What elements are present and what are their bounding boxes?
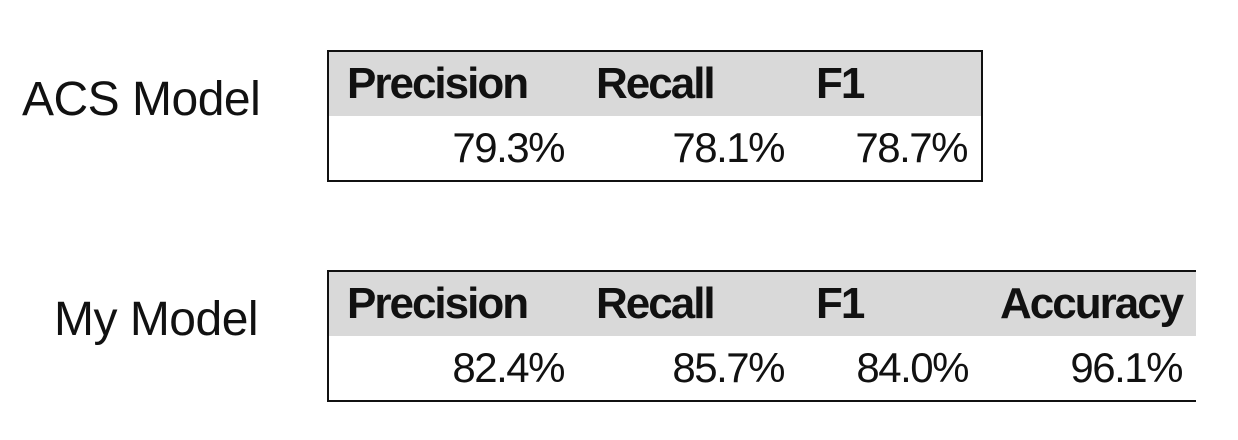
acs-value-precision: 79.3%	[328, 116, 578, 181]
my-header-f1: F1	[798, 271, 982, 336]
acs-value-row: 79.3% 78.1% 78.7%	[328, 116, 982, 181]
acs-header-recall: Recall	[578, 51, 798, 116]
acs-header-f1: F1	[798, 51, 982, 116]
my-value-recall: 85.7%	[578, 336, 798, 401]
acs-header-precision: Precision	[328, 51, 578, 116]
acs-model-label: ACS Model	[22, 73, 261, 126]
acs-header-row: Precision Recall F1	[328, 51, 982, 116]
my-header-recall: Recall	[578, 271, 798, 336]
my-value-f1: 84.0%	[798, 336, 982, 401]
my-value-row: 82.4% 85.7% 84.0% 96.1%	[328, 336, 1196, 401]
my-header-row: Precision Recall F1 Accuracy	[328, 271, 1196, 336]
my-header-accuracy: Accuracy	[982, 271, 1196, 336]
my-value-accuracy: 96.1%	[982, 336, 1196, 401]
my-header-precision: Precision	[328, 271, 578, 336]
my-model-metrics-table: Precision Recall F1 Accuracy 82.4% 85.7%…	[327, 270, 1196, 402]
acs-value-f1: 78.7%	[798, 116, 982, 181]
my-model-label: My Model	[54, 293, 259, 346]
acs-value-recall: 78.1%	[578, 116, 798, 181]
my-value-precision: 82.4%	[328, 336, 578, 401]
acs-metrics-table: Precision Recall F1 79.3% 78.1% 78.7%	[327, 50, 983, 182]
